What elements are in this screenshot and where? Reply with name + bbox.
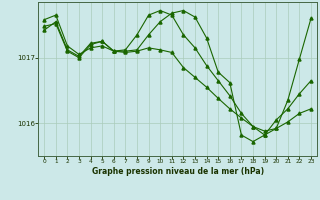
X-axis label: Graphe pression niveau de la mer (hPa): Graphe pression niveau de la mer (hPa) <box>92 167 264 176</box>
